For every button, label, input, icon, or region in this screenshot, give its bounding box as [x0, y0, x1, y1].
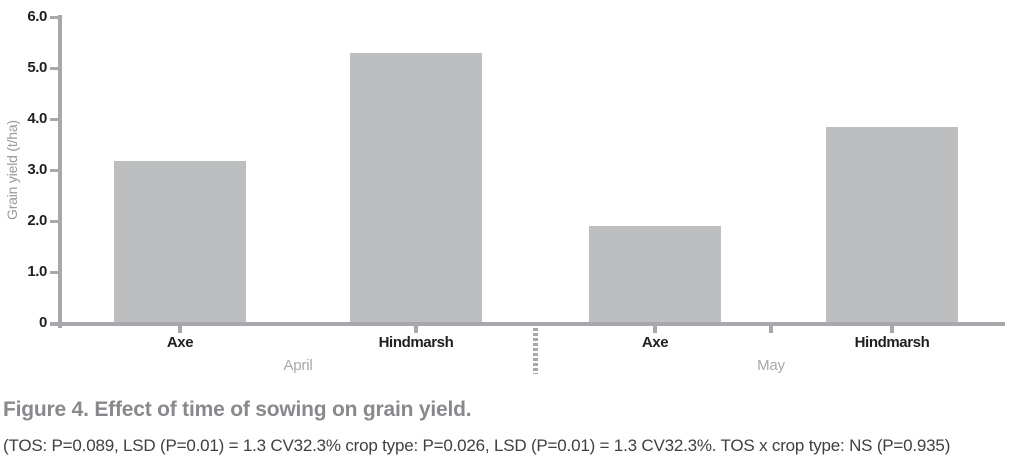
x-axis-tick: [178, 326, 182, 333]
y-tick-label: 4.0: [27, 110, 47, 127]
x-axis-boundary-tick: [769, 326, 773, 333]
y-tick-label: 1.0: [27, 263, 47, 280]
group-label-april: April: [283, 357, 313, 374]
y-tick-label: 5.0: [27, 59, 47, 76]
y-axis-tick: [50, 169, 59, 172]
figure-stats-note: (TOS: P=0.089, LSD (P=0.01) = 1.3 CV32.3…: [3, 436, 951, 455]
y-tick-label: 3.0: [27, 161, 47, 178]
category-label: Axe: [641, 334, 669, 351]
x-axis-tick: [890, 326, 894, 333]
x-axis-tick: [414, 326, 418, 333]
category-label: Hindmarsh: [854, 334, 930, 351]
category-label: Axe: [166, 334, 194, 351]
y-axis-line: [58, 15, 62, 328]
x-axis-line: [50, 322, 1005, 326]
y-axis-tick: [50, 220, 59, 223]
bar-april-hindmarsh: [350, 53, 482, 322]
y-axis-tick: [50, 322, 59, 325]
figure-caption: Figure 4. Effect of time of sowing on gr…: [3, 398, 472, 421]
group-divider-dashed-line: [533, 328, 538, 374]
y-axis-tick: [50, 67, 59, 70]
category-label: Hindmarsh: [378, 334, 454, 351]
y-axis-tick: [50, 271, 59, 274]
y-axis-tick: [50, 16, 59, 19]
bar-may-hindmarsh: [826, 127, 958, 322]
y-tick-label: 0: [39, 314, 47, 331]
group-label-may: May: [757, 357, 785, 374]
y-tick-label: 2.0: [27, 212, 47, 229]
bar-april-axe: [114, 161, 246, 322]
bar-may-axe: [589, 226, 721, 322]
y-tick-label: 6.0: [27, 8, 47, 25]
x-axis-tick: [653, 326, 657, 333]
y-axis-tick: [50, 118, 59, 121]
